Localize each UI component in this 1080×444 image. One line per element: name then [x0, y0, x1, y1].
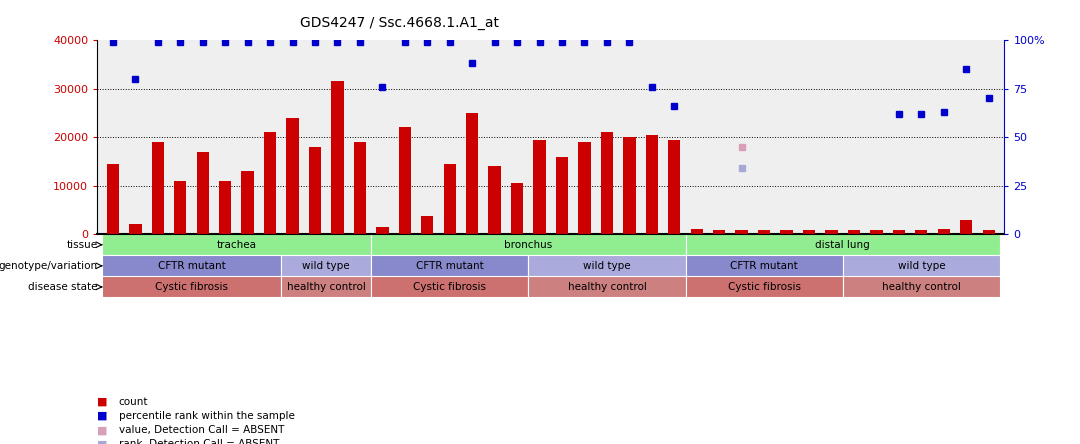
Bar: [758, 230, 770, 234]
Bar: [528, 276, 686, 297]
Bar: [690, 230, 703, 234]
Text: value, Detection Call = ABSENT: value, Detection Call = ABSENT: [119, 425, 284, 435]
Bar: [960, 220, 972, 234]
Text: distal lung: distal lung: [815, 240, 870, 250]
Text: ■: ■: [97, 397, 108, 407]
Text: tissue: tissue: [67, 240, 98, 250]
Bar: [399, 127, 411, 234]
Bar: [825, 230, 838, 234]
Bar: [151, 142, 164, 234]
Bar: [669, 139, 680, 234]
Text: Cystic fibrosis: Cystic fibrosis: [156, 282, 228, 292]
Bar: [713, 230, 726, 234]
Text: ■: ■: [97, 440, 108, 444]
Bar: [444, 164, 456, 234]
Bar: [102, 234, 372, 255]
Text: rank, Detection Call = ABSENT: rank, Detection Call = ABSENT: [119, 440, 279, 444]
Bar: [102, 255, 281, 276]
Bar: [534, 139, 545, 234]
Text: bronchus: bronchus: [504, 240, 553, 250]
Text: wild type: wild type: [302, 261, 350, 271]
Text: percentile rank within the sample: percentile rank within the sample: [119, 411, 295, 421]
Bar: [686, 276, 842, 297]
Text: trachea: trachea: [216, 240, 256, 250]
Text: Cystic fibrosis: Cystic fibrosis: [728, 282, 800, 292]
Bar: [130, 225, 141, 234]
Bar: [623, 137, 635, 234]
Bar: [556, 157, 568, 234]
Text: CFTR mutant: CFTR mutant: [730, 261, 798, 271]
Text: Cystic fibrosis: Cystic fibrosis: [414, 282, 486, 292]
Bar: [281, 255, 372, 276]
Bar: [848, 230, 860, 234]
Bar: [197, 152, 208, 234]
Bar: [528, 255, 686, 276]
Bar: [102, 276, 281, 297]
Bar: [578, 142, 591, 234]
Bar: [421, 216, 433, 234]
Bar: [842, 255, 1000, 276]
Bar: [600, 132, 613, 234]
Bar: [802, 230, 815, 234]
Bar: [286, 118, 299, 234]
Bar: [174, 181, 187, 234]
Text: count: count: [119, 397, 148, 407]
Text: CFTR mutant: CFTR mutant: [158, 261, 226, 271]
Bar: [735, 230, 747, 234]
Bar: [511, 183, 524, 234]
Bar: [488, 166, 501, 234]
Bar: [309, 147, 321, 234]
Text: healthy control: healthy control: [567, 282, 646, 292]
Bar: [376, 227, 389, 234]
Bar: [372, 276, 528, 297]
Bar: [937, 230, 950, 234]
Bar: [983, 230, 995, 234]
Text: wild type: wild type: [583, 261, 631, 271]
Bar: [219, 181, 231, 234]
Bar: [781, 230, 793, 234]
Bar: [842, 276, 1000, 297]
Bar: [686, 255, 842, 276]
Bar: [870, 230, 882, 234]
Bar: [372, 255, 528, 276]
Bar: [242, 171, 254, 234]
Text: genotype/variation: genotype/variation: [0, 261, 98, 271]
Text: disease state: disease state: [28, 282, 98, 292]
Bar: [467, 113, 478, 234]
Bar: [915, 230, 928, 234]
Text: healthy control: healthy control: [882, 282, 961, 292]
Bar: [281, 276, 372, 297]
Bar: [107, 164, 119, 234]
Bar: [354, 142, 366, 234]
Text: CFTR mutant: CFTR mutant: [416, 261, 484, 271]
Bar: [332, 81, 343, 234]
Bar: [686, 234, 1000, 255]
Text: wild type: wild type: [897, 261, 945, 271]
Text: healthy control: healthy control: [287, 282, 366, 292]
Bar: [264, 132, 276, 234]
Text: GDS4247 / Ssc.4668.1.A1_at: GDS4247 / Ssc.4668.1.A1_at: [300, 16, 499, 30]
Bar: [372, 234, 686, 255]
Text: ■: ■: [97, 425, 108, 435]
Bar: [893, 230, 905, 234]
Text: ■: ■: [97, 411, 108, 421]
Bar: [646, 135, 658, 234]
